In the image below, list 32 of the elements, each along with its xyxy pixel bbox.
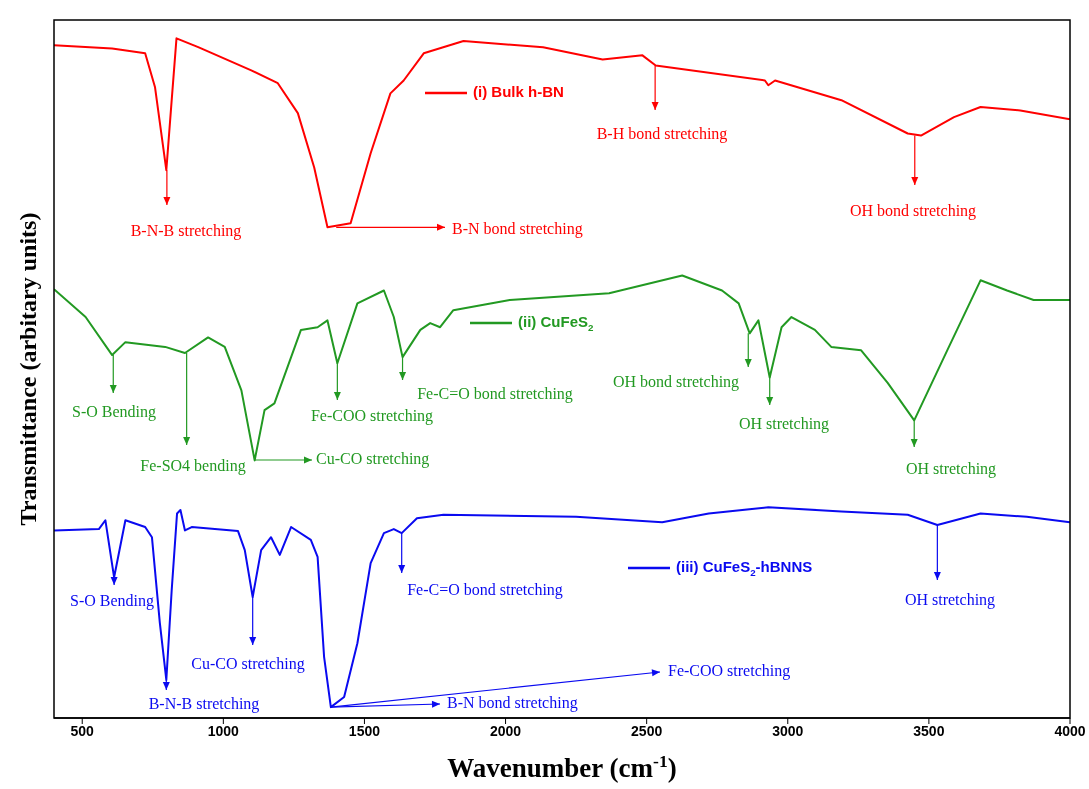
x-tick-label: 3000	[772, 722, 804, 739]
legend-label: (ii) CuFeS$_{2}$	[518, 312, 594, 334]
legend-label: (i) Bulk h-BN	[473, 82, 564, 100]
annotation: S-O Bending	[70, 591, 154, 610]
annotation: S-O Bending	[72, 402, 156, 421]
x-tick-label: 2500	[631, 722, 663, 739]
annotation: Fe-COO stretching	[668, 661, 791, 680]
annotation: B-N bond stretching	[452, 219, 583, 238]
legend-label: (iii) CuFeS$_{2}$-hBNNS	[676, 557, 813, 579]
annotation: Cu-CO stretching	[191, 654, 305, 673]
x-tick-label: 1000	[207, 722, 240, 739]
x-axis-title: Wavenumber (cm$^{-1}$)	[447, 751, 677, 783]
x-tick-label: 500	[70, 722, 95, 739]
x-tick-label: 2000	[489, 722, 522, 739]
annotation: Cu-CO stretching	[316, 449, 430, 468]
annotation: Fe-SO4 bending	[140, 456, 246, 475]
y-axis-title: Transmittance (arbitary units)	[14, 212, 41, 526]
annotation: Fe-C=O bond stretching	[407, 580, 563, 599]
annotation: OH stretching	[904, 590, 996, 609]
annotation: OH stretching	[905, 459, 997, 478]
annotation: Fe-COO stretching	[310, 406, 434, 425]
annotation: B-N bond stretching	[447, 693, 578, 712]
annotation: Fe-C=O bond stretching	[417, 384, 573, 403]
annotation: B-H bond stretching	[596, 124, 728, 143]
x-tick-label: 3500	[913, 722, 945, 739]
x-tick-label: 4000	[1054, 722, 1086, 739]
annotation: OH bond stretching	[849, 201, 977, 220]
annotation: OH stretching	[738, 414, 830, 433]
x-tick-label: 1500	[348, 722, 381, 739]
annotation: B-N-B stretching	[130, 221, 242, 240]
annotation: OH bond stretching	[612, 372, 740, 391]
annotation: B-N-B stretching	[148, 694, 260, 713]
